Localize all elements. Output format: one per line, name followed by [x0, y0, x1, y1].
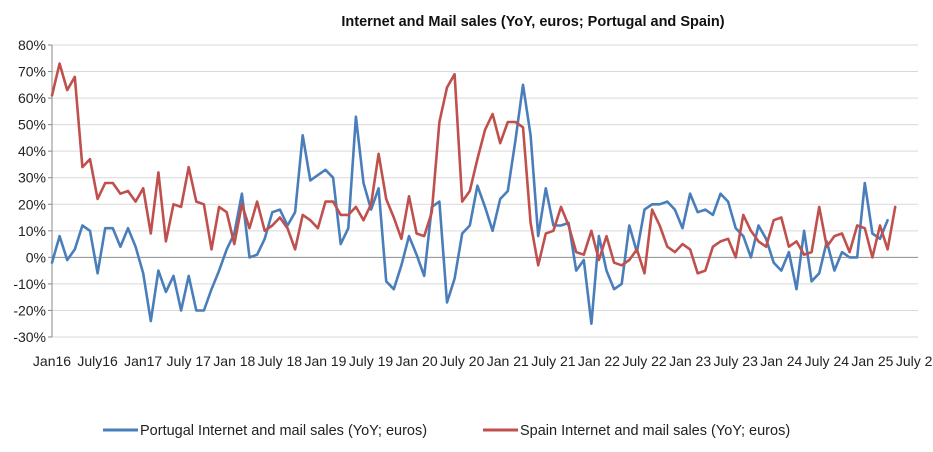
series-lines [52, 64, 895, 324]
x-tick-label: Jan17 [124, 353, 162, 369]
y-tick-label: 20% [18, 196, 46, 212]
grid [52, 45, 918, 337]
x-tick-label: Jan 21 [487, 353, 529, 369]
chart-title: Internet and Mail sales (YoY, euros; Por… [341, 14, 724, 30]
x-tick-label: July 20 [440, 353, 485, 369]
y-tick-label: 0% [26, 249, 46, 265]
y-tick-label: -30% [13, 329, 46, 345]
series-line-spain [52, 64, 895, 274]
x-tick-label: Jan16 [33, 353, 71, 369]
x-tick-label: July16 [77, 353, 118, 369]
x-tick-label: July 19 [349, 353, 394, 369]
x-tick-label: July 23 [714, 353, 759, 369]
y-tick-label: -20% [13, 302, 46, 318]
y-axis-ticks: 80% 70% 60% 50% 40% 30% 20% 10% 0% -10% -20% -30% [13, 37, 52, 345]
y-tick-label: 50% [18, 117, 46, 133]
x-tick-label: Jan 25 [851, 353, 893, 369]
x-tick-label: July 22 [622, 353, 667, 369]
y-tick-label: 80% [18, 37, 46, 53]
x-tick-label: July 24 [805, 353, 850, 369]
legend-label-spain: Spain Internet and mail sales (YoY; euro… [520, 423, 790, 439]
x-tick-label: July 17 [167, 353, 212, 369]
x-tick-label: Jan 20 [396, 353, 438, 369]
x-tick-label: Jan 24 [760, 353, 802, 369]
y-tick-label: 30% [18, 170, 46, 186]
x-tick-label: July 18 [258, 353, 303, 369]
legend-label-portugal: Portugal Internet and mail sales (YoY; e… [140, 423, 427, 439]
x-tick-label: Jan 22 [578, 353, 620, 369]
chart: Internet and Mail sales (YoY, euros; Por… [0, 0, 933, 452]
y-tick-label: -10% [13, 276, 46, 292]
x-tick-label: Jan 18 [213, 353, 255, 369]
x-tick-label: Jan 19 [304, 353, 346, 369]
y-tick-label: 40% [18, 143, 46, 159]
x-tick-label: July 25 [896, 353, 933, 369]
x-tick-label: Jan 23 [669, 353, 711, 369]
y-tick-label: 60% [18, 90, 46, 106]
y-tick-label: 10% [18, 223, 46, 239]
x-tick-label: July 21 [531, 353, 576, 369]
x-axis-ticks: Jan16 July16 Jan17 July 17 Jan 18 July 18 Jan … [33, 353, 933, 369]
legend: Portugal Internet and mail sales (YoY; e… [103, 423, 790, 439]
y-tick-label: 70% [18, 64, 46, 80]
